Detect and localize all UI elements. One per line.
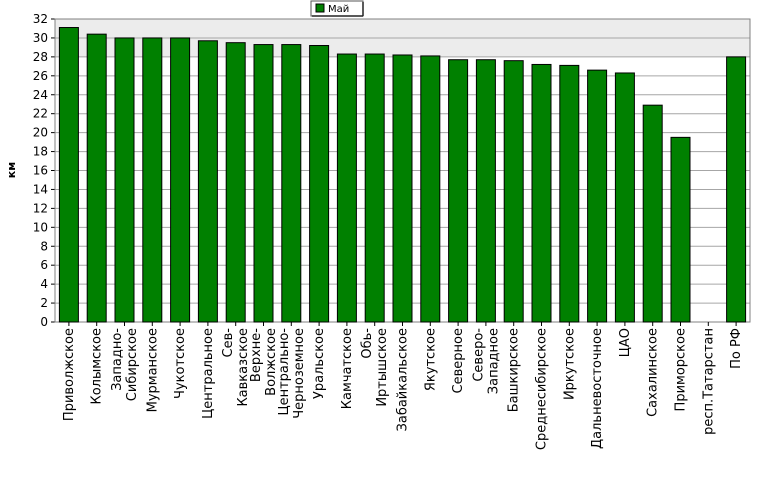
bar[interactable] — [531, 63, 552, 323]
x-tick-label: Иркутское — [562, 328, 577, 400]
bar[interactable] — [364, 53, 385, 323]
bar[interactable] — [309, 45, 330, 323]
bar[interactable] — [58, 27, 79, 323]
x-tick-label: Северо- — [471, 328, 486, 382]
bar[interactable] — [670, 136, 691, 323]
y-tick-label: 20 — [33, 126, 48, 140]
y-axis-title: км — [5, 162, 18, 178]
bar[interactable] — [587, 69, 608, 323]
y-tick-label: 22 — [33, 107, 48, 121]
x-tick-label: Кавказское — [236, 328, 251, 407]
y-tick-label: 16 — [33, 164, 48, 178]
y-tick-label: 30 — [33, 31, 48, 45]
y-tick-label: 18 — [33, 145, 48, 159]
x-tick-label: Сахалинское — [646, 328, 661, 417]
bar[interactable] — [253, 44, 274, 323]
x-tick-label: Уральское — [312, 328, 327, 399]
x-tick-label: Мурманское — [145, 328, 160, 412]
y-tick-label: 2 — [40, 296, 48, 310]
y-tick-label: 32 — [33, 12, 48, 26]
x-tick-label: Центральное — [201, 328, 216, 419]
bar[interactable] — [225, 42, 246, 323]
x-tick-label: респ.Татарстан — [701, 328, 716, 435]
legend[interactable]: Май — [310, 0, 364, 17]
x-tick-label: Сев- — [221, 328, 236, 358]
bar[interactable] — [642, 104, 663, 323]
y-tick-label: 8 — [40, 239, 48, 253]
x-tick-label: Северное — [451, 328, 466, 393]
bar[interactable] — [392, 54, 413, 323]
bar[interactable] — [448, 59, 469, 323]
x-tick-label: Западное — [486, 328, 501, 394]
y-tick-label: 6 — [40, 258, 48, 272]
bar[interactable] — [170, 37, 191, 323]
bar[interactable] — [86, 33, 107, 323]
x-tick-label: Западно- — [110, 328, 125, 391]
y-tick-label: 10 — [33, 220, 48, 234]
y-tick-label: 4 — [40, 277, 48, 291]
legend-label: Май — [328, 4, 349, 15]
x-tick-label: Сибирское — [125, 328, 140, 401]
bar[interactable] — [114, 37, 135, 323]
x-tick-label: Колымское — [90, 328, 105, 405]
x-tick-label: Забайкальское — [396, 328, 411, 431]
y-tick-label: 26 — [33, 69, 48, 83]
x-tick-label: Иртышское — [375, 328, 390, 407]
bar[interactable] — [614, 72, 635, 323]
bar[interactable] — [475, 59, 496, 323]
x-tick-label: Обь- — [360, 328, 375, 359]
bar[interactable] — [336, 53, 357, 323]
x-tick-label: Приволжское — [62, 328, 77, 421]
x-tick-label: Приморское — [674, 328, 689, 411]
y-tick-label: 12 — [33, 201, 48, 215]
x-tick-label: Верхне- — [249, 328, 264, 382]
x-tick-label: Волжское — [264, 328, 279, 396]
bar[interactable] — [197, 40, 218, 323]
bar[interactable] — [420, 55, 441, 323]
x-tick-label: Чукотское — [173, 328, 188, 399]
x-tick-label: Якутское — [423, 328, 438, 391]
y-tick-label: 28 — [33, 50, 48, 64]
bar[interactable] — [503, 60, 524, 323]
x-tick-label: Камчатское — [340, 328, 355, 409]
x-tick-label: По РФ — [729, 328, 744, 369]
bars — [58, 27, 747, 323]
x-tick-label: Среднесибирское — [535, 328, 550, 450]
x-tick-label: Черноземное — [292, 328, 307, 419]
x-tick-label: Башкирское — [507, 328, 522, 412]
y-tick-label: 0 — [40, 315, 48, 329]
y-tick-label: 24 — [33, 88, 48, 102]
y-tick-label: 14 — [33, 182, 48, 196]
x-tick-label: Дальневосточное — [590, 328, 605, 449]
x-axis-labels: Приволжское Колымское Западно- Сибирское Мур… — [62, 322, 744, 450]
bar[interactable] — [142, 37, 163, 323]
bar[interactable] — [559, 64, 580, 323]
x-tick-label: Центрально- — [277, 328, 292, 416]
legend-swatch — [315, 3, 325, 13]
x-tick-label: ЦАО — [618, 328, 633, 357]
bar[interactable] — [281, 44, 302, 323]
bar[interactable] — [726, 56, 747, 323]
